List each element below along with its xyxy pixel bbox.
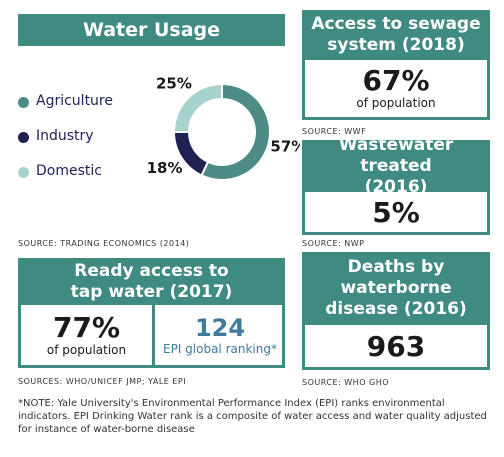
data-label: 57% (270, 137, 300, 155)
rank-value: 124 (194, 314, 246, 342)
source: SOURCE: WWF (302, 127, 367, 136)
source: SOURCES: WHO/UNICEF JMP; YALE EPI (18, 377, 187, 386)
panel-box: 77% of population 124 EPI global ranking… (18, 305, 285, 368)
rank-caption: EPI global ranking* (163, 342, 277, 356)
donut-chart: 57% 18% 25% (147, 74, 300, 181)
panel-caption: of population (356, 96, 436, 110)
donut-segment (172, 82, 223, 133)
panel-value: 77% (52, 311, 121, 344)
panel-title: Access to sewage system (2018) (302, 10, 490, 60)
panel-box: 963 (302, 325, 490, 370)
panel-box: 5% (302, 192, 490, 235)
data-label: 25% (156, 74, 192, 92)
panel-value: 963 (366, 330, 426, 363)
source: SOURCE: TRADING ECONOMICS (2014) (18, 239, 190, 248)
panel-title: Ready access to tap water (2017) (18, 258, 285, 305)
legend-label: Domestic (36, 163, 102, 179)
panel-caption: of population (46, 343, 127, 357)
panel-title: Deaths by waterborne disease (2016) (302, 252, 490, 325)
panel-value: 5% (372, 196, 420, 229)
stat: 124 EPI global ranking* (155, 314, 285, 357)
note: *NOTE: Yale University's Environmental P… (18, 398, 487, 435)
data-label: 18% (147, 159, 183, 177)
source: SOURCE: WHO GHO (302, 378, 390, 387)
legend-dot (18, 132, 29, 143)
stat: 77% of population (21, 311, 152, 358)
chart-title: Water Usage (18, 14, 285, 46)
source: SOURCE: NWP (302, 239, 365, 248)
divider (152, 305, 155, 365)
legend-dot (18, 167, 29, 178)
panel-title: Wastewater treated (2016) (302, 135, 490, 197)
legend-dot (18, 97, 29, 108)
legend-label: Industry (36, 128, 94, 144)
legend-label: Agriculture (36, 93, 113, 109)
panel-box: 67% of population (302, 60, 490, 120)
panel-value: 67% (362, 64, 430, 97)
donut-segment (200, 82, 271, 181)
